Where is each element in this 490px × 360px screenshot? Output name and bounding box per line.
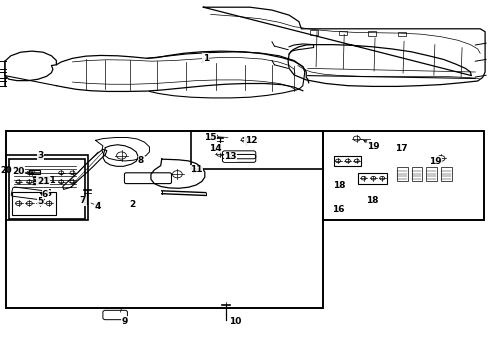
Text: 19: 19 xyxy=(367,141,380,150)
Bar xyxy=(397,167,408,181)
Bar xyxy=(412,167,422,181)
Text: 7: 7 xyxy=(79,197,86,205)
Bar xyxy=(29,170,40,174)
Text: 13: 13 xyxy=(224,153,237,161)
Bar xyxy=(9,159,85,219)
Text: 21: 21 xyxy=(44,176,56,185)
Bar xyxy=(441,167,452,181)
Text: 14: 14 xyxy=(209,144,222,153)
Text: 6: 6 xyxy=(46,189,51,198)
Bar xyxy=(358,173,387,184)
Text: 18: 18 xyxy=(333,180,345,189)
Bar xyxy=(398,32,406,36)
Text: 10: 10 xyxy=(229,317,242,325)
Text: 20: 20 xyxy=(0,166,12,175)
Bar xyxy=(426,167,437,181)
Text: 3: 3 xyxy=(38,151,44,160)
Text: 20: 20 xyxy=(12,167,25,176)
Bar xyxy=(323,131,484,220)
Text: 9: 9 xyxy=(122,317,128,325)
Text: 8: 8 xyxy=(138,156,144,165)
Text: 6: 6 xyxy=(42,189,48,198)
Bar xyxy=(368,31,376,36)
Text: 2: 2 xyxy=(129,200,135,209)
Text: 21: 21 xyxy=(37,177,49,186)
Text: 1: 1 xyxy=(203,54,209,63)
Text: 19: 19 xyxy=(429,157,441,166)
Text: 17: 17 xyxy=(395,144,408,153)
Text: 15: 15 xyxy=(204,133,217,142)
Text: 5: 5 xyxy=(37,197,43,206)
Text: 16: 16 xyxy=(332,205,344,214)
Text: 4: 4 xyxy=(95,202,101,211)
Bar xyxy=(339,31,347,35)
Bar xyxy=(310,30,318,35)
Text: 11: 11 xyxy=(190,165,202,174)
Bar xyxy=(6,155,88,220)
Text: 4: 4 xyxy=(96,202,102,210)
Text: 12: 12 xyxy=(245,135,257,144)
Bar xyxy=(6,131,323,308)
Bar xyxy=(12,192,56,215)
Bar xyxy=(191,131,323,169)
Bar xyxy=(334,156,361,166)
Text: 18: 18 xyxy=(366,196,379,205)
